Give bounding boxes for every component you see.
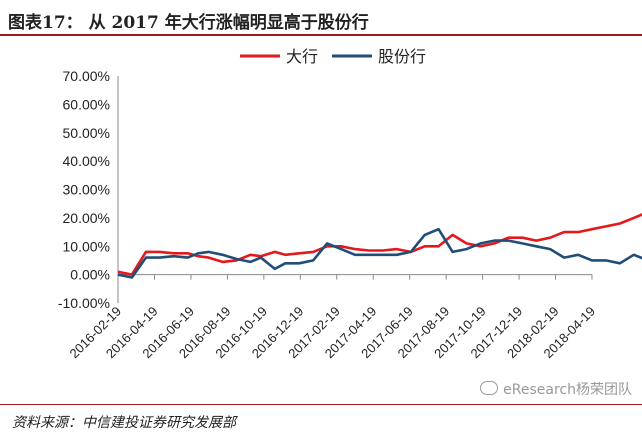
- y-tick-label: 30.00%: [63, 182, 110, 198]
- source-note: 资料来源：中信建投证券研究发展部: [12, 415, 236, 431]
- source-bar: 资料来源：中信建投证券研究发展部: [0, 404, 642, 435]
- series-line-joint-stock-banks: [117, 227, 642, 279]
- legend-label: 大行: [286, 47, 318, 66]
- legend-label: 股份行: [378, 47, 426, 66]
- wechat-icon: [480, 381, 499, 395]
- y-tick-label: 70.00%: [63, 68, 110, 84]
- y-tick-label: 20.00%: [63, 210, 110, 226]
- y-tick-label: 40.00%: [63, 153, 110, 169]
- y-tick-label: 50.00%: [63, 125, 110, 141]
- chart-area: -10.00% 0.00% 10.00% 20.00% 30.00% 40.00% 50.0…: [0, 36, 642, 401]
- line-chart: -10.00% 0.00% 10.00% 20.00% 30.00% 40.00% 50.0…: [58, 47, 642, 361]
- y-tick-label: -10.00%: [58, 295, 110, 311]
- y-tick-label: 10.00%: [63, 238, 110, 254]
- watermark: eResearch杨荣团队: [480, 379, 632, 399]
- y-tick-label: 60.00%: [63, 96, 110, 112]
- y-tick-label: 0.00%: [70, 267, 110, 283]
- title-bar: 图表17： 从 2017 年大行涨幅明显高于股份行: [0, 0, 642, 36]
- series-line-big-banks: [117, 213, 642, 276]
- watermark-text: eResearch杨荣团队: [503, 382, 632, 398]
- figure-title: 图表17： 从 2017 年大行涨幅明显高于股份行: [8, 13, 369, 33]
